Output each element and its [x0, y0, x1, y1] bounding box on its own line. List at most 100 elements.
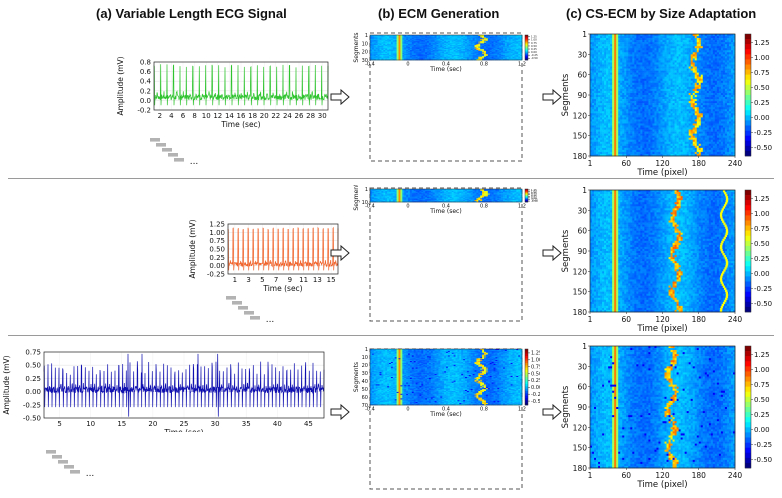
heatmap-cell — [408, 45, 411, 47]
heatmap-cell — [474, 190, 477, 193]
heatmap-cell — [408, 51, 411, 53]
heatmap-cell — [402, 355, 405, 357]
heatmap-cell — [444, 360, 447, 362]
heatmap-cell — [463, 361, 466, 363]
heatmap-cell — [466, 54, 470, 56]
heatmap-cell — [499, 58, 502, 60]
heatmap-cell — [428, 199, 432, 201]
heatmap-cell — [370, 45, 373, 47]
heatmap-cell — [457, 354, 460, 356]
heatmap-cell — [512, 48, 515, 50]
heatmap-cell — [506, 55, 509, 57]
heatmap-cell — [482, 35, 485, 37]
heatmap-cell — [387, 40, 390, 42]
heatmap-cell — [402, 353, 405, 355]
heatmap-cell — [387, 352, 390, 354]
heatmap-cell — [472, 44, 475, 46]
heatmap-cell — [506, 36, 509, 38]
heatmap-cell — [383, 39, 386, 41]
heatmap-cell — [501, 195, 504, 197]
heatmap-cell — [459, 48, 462, 50]
heatmap-cell — [432, 41, 435, 43]
heatmap-cell — [411, 352, 414, 354]
heatmap-cell — [419, 59, 422, 61]
heatmap-cell — [455, 200, 458, 202]
heatmap-cell — [383, 358, 386, 360]
heatmap-cell — [408, 193, 411, 195]
heatmap-cell — [487, 47, 490, 49]
heatmap-cell — [377, 200, 380, 202]
heatmap-cell — [383, 194, 386, 196]
heatmap-cell — [377, 360, 380, 362]
heatmap-cell — [459, 195, 462, 197]
heatmap-cell — [497, 349, 500, 351]
colorbar-frame — [524, 188, 529, 203]
heatmap-cell — [383, 191, 386, 194]
heatmap-cell — [501, 35, 504, 37]
heatmap-cell — [436, 36, 439, 38]
heatmap-cell — [451, 41, 454, 43]
heatmap-cell — [468, 352, 471, 354]
heatmap-cell — [413, 58, 416, 60]
heatmap-cell — [487, 191, 490, 194]
heatmap-cell — [406, 357, 409, 359]
heatmap-cell — [402, 59, 405, 61]
heatmap-cell — [427, 199, 430, 201]
heatmap-cell — [402, 195, 405, 197]
heatmap-cell — [463, 195, 466, 197]
heatmap-cell — [453, 43, 456, 45]
heatmap-cell — [491, 194, 494, 196]
heatmap-cell — [510, 355, 513, 357]
heatmap-cell — [493, 54, 496, 56]
heatmap-cell — [457, 39, 460, 41]
heatmap-cell — [468, 201, 471, 203]
heatmap-cell — [503, 359, 506, 361]
heatmap-cell — [480, 197, 483, 199]
heatmap-cell — [370, 52, 373, 54]
heatmap-cell — [392, 201, 395, 203]
heatmap-cell — [438, 355, 441, 357]
heatmap-cell — [489, 360, 492, 362]
heatmap-cell — [518, 46, 521, 48]
heatmap-cell — [413, 189, 416, 192]
heatmap-cell — [413, 357, 416, 359]
heatmap-cell — [392, 363, 395, 365]
heatmap-cell — [485, 349, 489, 351]
heatmap-cell — [520, 56, 523, 58]
heatmap-cell — [404, 358, 407, 360]
heatmap-cell — [408, 201, 411, 203]
heatmap-cell — [398, 56, 401, 58]
y-tick-label: 0.25 — [25, 375, 41, 383]
heatmap-cell — [427, 351, 430, 354]
heatmap-cell — [465, 53, 468, 55]
heatmap-cell — [392, 46, 395, 48]
heatmap-cell — [465, 196, 468, 198]
heatmap-cell — [463, 40, 466, 42]
heatmap-cell — [510, 349, 513, 352]
heatmap-cell — [436, 53, 439, 55]
heatmap-cell — [385, 55, 388, 57]
heatmap-cell — [453, 190, 456, 193]
heatmap-cell — [419, 45, 422, 47]
heatmap-cell — [504, 40, 508, 42]
heatmap-cell — [421, 59, 424, 61]
heatmap-cell — [444, 358, 447, 360]
heatmap-cell — [415, 59, 418, 61]
heatmap-cell — [447, 200, 451, 202]
x-tick-label: 0 — [406, 204, 409, 210]
heatmap-cell — [447, 361, 451, 363]
heatmap-cell — [487, 198, 490, 200]
colorbar-segment — [525, 42, 528, 44]
heatmap-cell — [438, 358, 441, 360]
heatmap-cell — [485, 40, 489, 42]
heatmap-cell — [419, 53, 422, 55]
heatmap-cell — [390, 35, 394, 37]
heatmap-cell — [387, 190, 390, 193]
heatmap-cell — [491, 49, 494, 51]
heatmap-cell — [421, 48, 424, 50]
heatmap-cell — [371, 359, 375, 361]
heatmap-cell — [514, 352, 517, 354]
heatmap-cell — [402, 45, 405, 47]
heatmap-cell — [411, 358, 414, 360]
heatmap-cell — [373, 54, 376, 56]
